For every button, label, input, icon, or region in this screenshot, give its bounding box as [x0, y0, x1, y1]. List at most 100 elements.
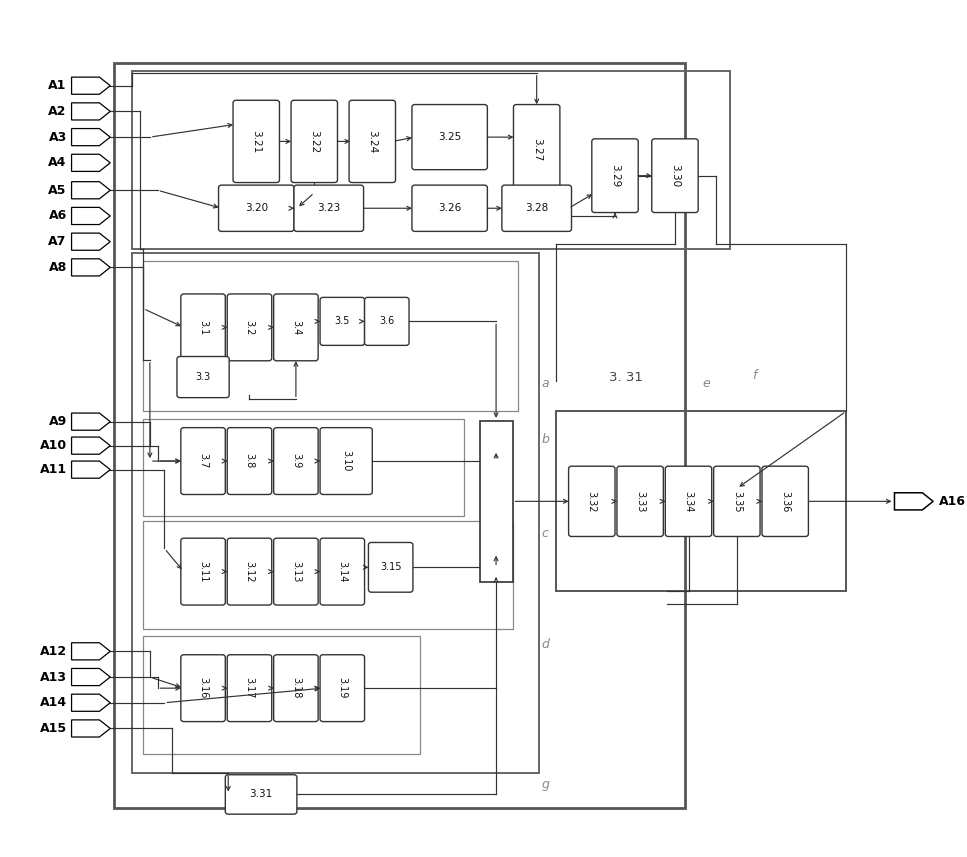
Text: 3.5: 3.5 — [335, 316, 350, 327]
Text: 3. 31: 3. 31 — [609, 370, 643, 384]
Text: 3.27: 3.27 — [532, 138, 542, 162]
FancyBboxPatch shape — [592, 139, 638, 213]
Text: 3.2: 3.2 — [245, 320, 254, 335]
Text: 3.36: 3.36 — [780, 491, 790, 512]
Polygon shape — [72, 259, 110, 276]
FancyBboxPatch shape — [227, 428, 272, 494]
FancyBboxPatch shape — [349, 100, 396, 183]
Text: 3.24: 3.24 — [367, 129, 377, 153]
Text: 3.4: 3.4 — [291, 320, 301, 335]
Polygon shape — [72, 103, 110, 120]
Text: 3.1: 3.1 — [198, 320, 208, 335]
Text: e: e — [702, 376, 710, 390]
FancyBboxPatch shape — [227, 655, 272, 722]
Bar — [143, 636, 420, 754]
Text: 3.8: 3.8 — [245, 453, 254, 469]
Polygon shape — [72, 233, 110, 250]
FancyBboxPatch shape — [233, 100, 279, 183]
FancyBboxPatch shape — [181, 655, 225, 722]
Text: 3.12: 3.12 — [245, 560, 254, 583]
Text: 3.3: 3.3 — [195, 372, 211, 382]
Text: A7: A7 — [48, 235, 67, 249]
Text: A5: A5 — [48, 183, 67, 197]
Polygon shape — [72, 694, 110, 711]
Text: 3.26: 3.26 — [438, 203, 461, 213]
Text: 3.30: 3.30 — [670, 165, 680, 187]
Text: 3.32: 3.32 — [587, 490, 597, 512]
Text: 3.16: 3.16 — [198, 678, 208, 698]
FancyBboxPatch shape — [502, 185, 571, 231]
FancyBboxPatch shape — [617, 466, 663, 536]
Text: 3.9: 3.9 — [291, 453, 301, 469]
Text: 3.31: 3.31 — [249, 789, 273, 800]
FancyBboxPatch shape — [320, 297, 365, 345]
Text: 3.14: 3.14 — [337, 561, 347, 582]
FancyBboxPatch shape — [412, 185, 487, 231]
Text: A1: A1 — [48, 79, 67, 93]
Text: d: d — [542, 638, 549, 651]
Text: 3.20: 3.20 — [245, 203, 268, 213]
Polygon shape — [72, 207, 110, 225]
Text: 3.35: 3.35 — [732, 490, 742, 512]
Polygon shape — [72, 129, 110, 146]
Polygon shape — [72, 77, 110, 94]
FancyBboxPatch shape — [291, 100, 337, 183]
Text: A4: A4 — [48, 156, 67, 170]
Text: A3: A3 — [48, 130, 67, 144]
FancyBboxPatch shape — [320, 655, 365, 722]
FancyBboxPatch shape — [714, 466, 760, 536]
Text: A12: A12 — [40, 644, 67, 658]
Bar — [143, 419, 464, 516]
Polygon shape — [72, 668, 110, 686]
Bar — [143, 261, 518, 411]
Polygon shape — [894, 493, 933, 510]
Bar — [114, 63, 685, 808]
Text: A14: A14 — [40, 696, 67, 710]
FancyBboxPatch shape — [274, 428, 318, 494]
FancyBboxPatch shape — [320, 538, 365, 605]
Text: A16: A16 — [939, 494, 966, 508]
FancyBboxPatch shape — [365, 297, 409, 345]
Text: 3.18: 3.18 — [291, 678, 301, 698]
FancyBboxPatch shape — [181, 428, 225, 494]
FancyBboxPatch shape — [368, 542, 413, 592]
Text: b: b — [542, 433, 549, 446]
FancyBboxPatch shape — [762, 466, 808, 536]
Text: 3.10: 3.10 — [341, 451, 351, 471]
Text: g: g — [542, 777, 549, 791]
Bar — [480, 421, 513, 582]
FancyBboxPatch shape — [181, 538, 225, 605]
Bar — [132, 253, 539, 773]
Polygon shape — [72, 643, 110, 660]
Text: 3.7: 3.7 — [198, 453, 208, 469]
Text: 3.34: 3.34 — [684, 491, 693, 512]
Text: 3.23: 3.23 — [317, 203, 340, 213]
Text: A9: A9 — [48, 415, 67, 428]
Polygon shape — [72, 154, 110, 171]
Text: 3.17: 3.17 — [245, 677, 254, 699]
Polygon shape — [72, 720, 110, 737]
Text: A2: A2 — [48, 105, 67, 118]
Text: f: f — [752, 369, 757, 382]
FancyBboxPatch shape — [320, 428, 372, 494]
Bar — [132, 71, 730, 249]
Text: 3.15: 3.15 — [380, 562, 401, 572]
FancyBboxPatch shape — [177, 357, 229, 398]
FancyBboxPatch shape — [181, 294, 225, 361]
Polygon shape — [72, 182, 110, 199]
Text: 3.13: 3.13 — [291, 561, 301, 582]
Polygon shape — [72, 437, 110, 454]
Text: 3.21: 3.21 — [251, 129, 261, 153]
Text: 3.6: 3.6 — [379, 316, 395, 327]
FancyBboxPatch shape — [274, 655, 318, 722]
Text: A6: A6 — [48, 209, 67, 223]
Polygon shape — [72, 461, 110, 478]
Bar — [143, 521, 513, 629]
Text: 3.11: 3.11 — [198, 561, 208, 582]
Text: 3.29: 3.29 — [610, 164, 620, 188]
Text: A10: A10 — [40, 439, 67, 452]
FancyBboxPatch shape — [227, 294, 272, 361]
FancyBboxPatch shape — [225, 775, 297, 814]
Text: A11: A11 — [40, 463, 67, 476]
Text: A8: A8 — [48, 261, 67, 274]
